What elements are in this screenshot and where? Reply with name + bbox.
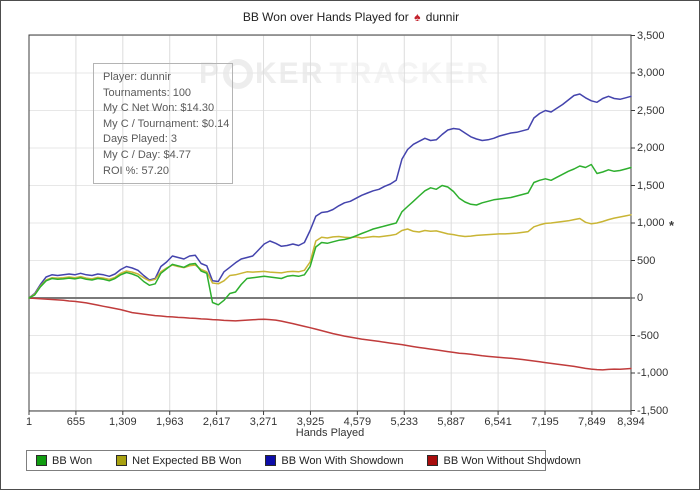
x-tick-label: 8,394: [617, 416, 645, 428]
title-prefix: BB Won over Hands Played for: [242, 10, 409, 24]
y-tick-label: 3,000: [637, 67, 665, 79]
series-line-bb-won-without-showdown: [28, 297, 632, 371]
series-line-bb-won: [28, 163, 632, 306]
x-tick-label: 3,925: [296, 416, 325, 428]
y-tick-label: 1,000: [637, 217, 665, 229]
y-tick-label: 2,000: [637, 142, 665, 154]
x-tick-label: 7,195: [531, 416, 559, 428]
legend-label: Net Expected BB Won: [132, 454, 242, 467]
player-stats-panel: Player: dunnir Tournaments: 100 My C Net W…: [93, 63, 233, 184]
stat-days-played: Days Played: 3: [103, 133, 177, 146]
y-tick-label: 1,500: [637, 179, 665, 192]
poker-chip-icon: [223, 59, 254, 89]
x-tick-label: 3,271: [249, 416, 278, 428]
stat-player: Player: dunnir: [103, 71, 171, 83]
y-tick-label: 500: [637, 254, 656, 267]
legend: BB Won Net Expected BB Won BB Won With Sho…: [26, 450, 581, 471]
x-tick-label: 7,849: [578, 416, 606, 428]
y-tick-label: -1,000: [637, 367, 669, 379]
y-tick-label: -500: [637, 329, 660, 342]
x-tick-label: 2,617: [202, 416, 231, 428]
y-tick-label: 0: [637, 292, 644, 304]
stat-my-c-tournament: My C / Tournament: $0.14: [103, 117, 230, 130]
y-axis-marker: *: [669, 218, 675, 233]
legend-label: BB Won: [52, 454, 93, 467]
y-tick-label: 2,500: [637, 104, 665, 117]
x-tick-label: 5,233: [390, 416, 419, 428]
y-tick-label: -1,500: [637, 404, 669, 417]
stat-tournaments: Tournaments: 100: [103, 86, 192, 99]
legend-swatch-icon: [265, 455, 277, 466]
page-title: BB Won over Hands Played for ♠ dunnir: [1, 10, 699, 24]
y-tick-label: 3,500: [637, 29, 665, 42]
x-tick-label: 5,887: [437, 416, 465, 428]
title-player: dunnir: [425, 10, 460, 24]
x-axis-title: Hands Played: [295, 427, 365, 439]
legend-label: BB Won Without Showdown: [443, 454, 581, 467]
legend-item-net-expected-bb-won[interactable]: Net Expected BB Won: [116, 455, 241, 467]
legend-label: BB Won With Showdown: [281, 454, 404, 467]
stat-my-c-net-won: My C Net Won: $14.30: [103, 102, 215, 115]
spade-icon: ♠: [414, 10, 421, 24]
x-tick-label: 4,579: [343, 416, 372, 428]
x-tick-label: 6,541: [484, 416, 512, 428]
x-tick-label: 655: [66, 416, 86, 428]
x-tick-label: 1,309: [109, 416, 137, 428]
stat-my-c-day: My C / Day: $4.77: [103, 148, 192, 161]
legend-item-bb-won-with-showdown[interactable]: BB Won With Showdown: [265, 455, 403, 467]
legend-swatch-icon: [36, 455, 47, 466]
series-line-bb-won-with-showdown: [28, 93, 632, 299]
series-line-net-expected-bb-won: [28, 214, 632, 299]
legend-swatch-icon: [427, 455, 439, 466]
legend-item-bb-won[interactable]: BB Won: [36, 455, 92, 467]
x-tick-label: 1: [25, 416, 33, 428]
legend-item-bb-won-without-showdown[interactable]: BB Won Without Showdown: [427, 454, 581, 467]
x-tick-label: 1,963: [155, 416, 184, 428]
legend-swatch-icon: [116, 455, 128, 466]
stat-roi: ROI %: 57.20: [103, 164, 170, 177]
